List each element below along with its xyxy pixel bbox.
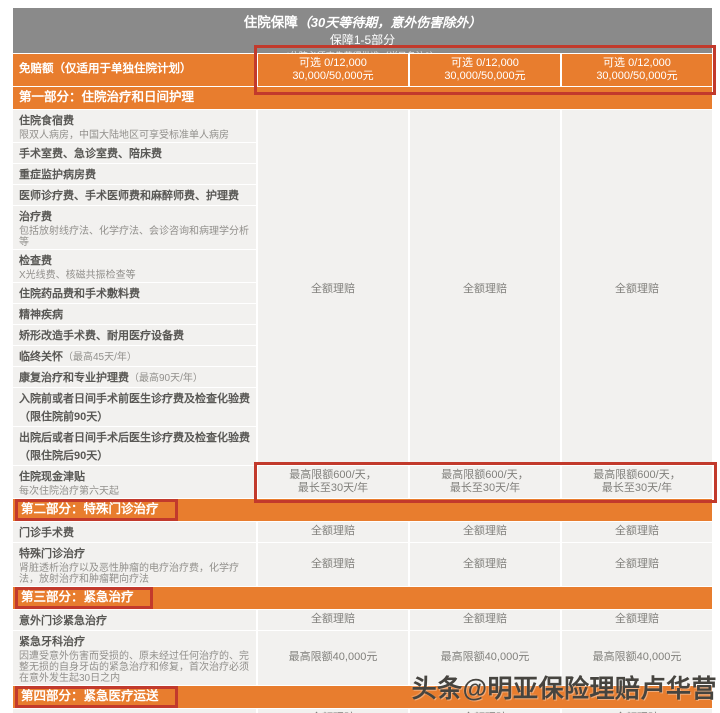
benefit-value-cell: 全额理赔 <box>562 610 712 630</box>
benefit-label: 治疗费 <box>19 211 52 223</box>
benefit-label: 住院现金津贴 <box>19 471 85 483</box>
section-header-row: 第二部分：特殊门诊治疗 <box>13 499 712 521</box>
benefit-label: 矫形改造手术费、耐用医疗设备费 <box>19 330 184 342</box>
benefit-value-cell: 全额理赔 <box>258 522 408 542</box>
benefit-label: 住院药品费和手术敷料费 <box>19 288 140 300</box>
benefit-value-cell: 最高限额40,000元 <box>410 631 560 685</box>
benefit-label: 手术室费、急诊室费、陪床费 <box>19 148 162 160</box>
benefit-label-cell: 临终关怀（最高45天/年） <box>13 346 256 366</box>
benefit-value-cell: 最高限额600/天， 最长至30天/年 <box>562 466 712 498</box>
benefit-label-cell: 入院前或者日间手术前医生诊疗费及检查化验费（限住院前90天） <box>13 388 256 426</box>
benefit-value-cell: 全额理赔 <box>410 522 560 542</box>
benefit-value-cell: 全额理赔 <box>562 522 712 542</box>
section-header-label: 第四部分：紧急医疗运送 <box>15 686 178 708</box>
benefit-label-cell: 免赔额（仅适用于单独住院计划） <box>13 54 256 86</box>
table-row: 特殊门诊治疗肾脏透析治疗以及恶性肿瘤的电疗治疗费，化学疗法，放射治疗和肿瘤靶向疗… <box>13 543 712 586</box>
benefit-sublabel: 限双人病房，中国大陆地区可享受标准单人病房 <box>19 130 229 141</box>
benefit-label-cell: 检查费 X光线费、核磁共振检查等 <box>13 250 256 282</box>
benefit-value-cell: 可选 0/12,000 30,000/50,000元 <box>562 54 712 86</box>
table-footnote: *住院必须事先获得批准（详见备注3） <box>13 51 712 53</box>
benefit-label: 检查费 <box>19 255 52 267</box>
benefit-label: 临终关怀 <box>19 351 63 363</box>
benefit-label: 门诊手术费 <box>19 527 74 539</box>
table-row: 紧急牙科治疗因遭受意外伤害而受损的、原未经过任何治疗的、完整无损的自身牙齿的紧急… <box>13 631 712 685</box>
benefit-label: 特殊门诊治疗 <box>19 548 85 560</box>
table-row: 住院现金津贴 每次住院治疗第六天起 最高限额600/天， 最长至30天/年 最高限额6… <box>13 462 717 503</box>
benefit-label-cell: 特殊门诊治疗肾脏透析治疗以及恶性肿瘤的电疗治疗费，化学疗法，放射治疗和肿瘤靶向疗… <box>13 543 256 586</box>
benefit-value-cell: 全额理赔 <box>562 543 712 586</box>
benefit-label: 紧急牙科治疗 <box>19 636 85 648</box>
benefit-label-cell: 住院现金津贴每次住院治疗第六天起 <box>13 466 256 498</box>
benefit-value-merged: 全额理赔 <box>562 110 712 465</box>
benefit-value-merged: 全额理赔 <box>410 110 560 465</box>
table-row: 救护车全额理赔全额理赔全额理赔 <box>13 709 712 713</box>
benefit-label-cell: 门诊手术费 <box>13 522 256 542</box>
benefit-sublabel: 因遭受意外伤害而受损的、原未经过任何治疗的、完整无损的自身牙齿的紧急治疗和修复，… <box>19 651 249 684</box>
benefit-label-cell: 住院药品费和手术敷料费 <box>13 283 256 303</box>
benefits-table-rows: 免赔额（仅适用于单独住院计划） 可选 0/12,000 30,000/50,000… <box>13 45 717 713</box>
table-subtitle: 保障1-5部分 <box>329 33 396 47</box>
benefit-label: 医师诊疗费、手术医师费和麻醉师费、护理费 <box>19 190 239 202</box>
benefit-label-cell: 医师诊疗费、手术医师费和麻醉师费、护理费 <box>13 185 256 205</box>
table-header: 住院保障（30天等待期，意外伤害除外） 保障1-5部分 *住院必须事先获得批准（… <box>13 8 712 53</box>
benefit-value-cell: 最高限额40,000元 <box>562 631 712 685</box>
benefit-label: 免赔额（仅适用于单独住院计划） <box>19 63 192 76</box>
benefit-label-cell: 手术室费、急诊室费、陪床费 <box>13 143 256 163</box>
benefit-label-cell: 康复治疗和专业护理费（最高90天/年） <box>13 367 256 387</box>
benefit-sublabel: X光线费、核磁共振检查等 <box>19 270 136 281</box>
benefit-label: 重症监护病房费 <box>19 169 96 181</box>
benefits-table: 住院保障（30天等待期，意外伤害除外） 保障1-5部分 *住院必须事先获得批准（… <box>13 8 717 713</box>
benefit-label-note: （最高45天/年） <box>63 352 137 363</box>
section-header-row: 第四部分：紧急医疗运送 <box>13 686 712 708</box>
benefit-group-values: 全额理赔 全额理赔 全额理赔 <box>258 110 712 465</box>
benefit-value-merged: 全额理赔 <box>258 110 408 465</box>
benefit-sublabel: 肾脏透析治疗以及恶性肿瘤的电疗治疗费，化学疗法，放射治疗和肿瘤靶向疗法 <box>19 563 239 585</box>
section-header-label: 第二部分：特殊门诊治疗 <box>15 499 178 521</box>
watermark-text: 头条@明亚保险理赔卢华营 <box>411 675 717 703</box>
benefit-value-cell: 可选 0/12,000 30,000/50,000元 <box>258 54 408 86</box>
benefit-label-cell: 救护车 <box>13 709 256 713</box>
benefit-value-cell: 全额理赔 <box>410 543 560 586</box>
benefit-value-cell: 最高限额600/天， 最长至30天/年 <box>410 466 560 498</box>
benefit-value-cell: 全额理赔 <box>258 709 408 713</box>
benefit-value-cell: 全额理赔 <box>562 709 712 713</box>
benefit-value-cell: 最高限额40,000元 <box>258 631 408 685</box>
benefit-label-note: （最高90天/年） <box>129 373 203 384</box>
section-header-row: 第三部分：紧急治疗 <box>13 587 712 609</box>
table-title-note: （30天等待期，意外伤害除外） <box>297 15 482 30</box>
benefit-label-cell: 住院食宿费限双人病房，中国大陆地区可享受标准单人病房 <box>13 110 256 142</box>
section-header-label: 第三部分：紧急治疗 <box>15 587 153 609</box>
benefit-value-cell: 全额理赔 <box>258 543 408 586</box>
table-row: 免赔额（仅适用于单独住院计划） 可选 0/12,000 30,000/50,000… <box>13 45 716 95</box>
benefit-label-cell: 精神疾病 <box>13 304 256 324</box>
benefit-sublabel: 包括放射线疗法、化学疗法、会诊咨询和病理学分析等 <box>19 226 249 248</box>
section-header-row: 第一部分：住院治疗和日间护理 <box>13 87 712 109</box>
benefit-label-cell: 治疗费包括放射线疗法、化学疗法、会诊咨询和病理学分析等 <box>13 206 256 249</box>
table-title: 住院保障 <box>243 15 298 30</box>
section-header-label: 第一部分：住院治疗和日间护理 <box>19 90 195 104</box>
benefit-value-cell: 最高限额600/天， 最长至30天/年 <box>258 466 408 498</box>
benefit-label-cell: 意外门诊紧急治疗 <box>13 610 256 630</box>
table-row: 意外门诊紧急治疗 全额理赔 全额理赔 全额理赔 <box>13 610 712 630</box>
table-row: 门诊手术费 全额理赔 全额理赔 全额理赔 <box>13 522 712 542</box>
benefit-label: 意外门诊紧急治疗 <box>19 615 107 627</box>
benefit-group-row: 住院食宿费限双人病房，中国大陆地区可享受标准单人病房 手术室费、急诊室费、陪床费重… <box>13 110 712 465</box>
benefit-label: 康复治疗和专业护理费 <box>19 372 129 384</box>
benefit-label-cell: 紧急牙科治疗因遭受意外伤害而受损的、原未经过任何治疗的、完整无损的自身牙齿的紧急… <box>13 631 256 685</box>
benefit-group-labels: 住院食宿费限双人病房，中国大陆地区可享受标准单人病房 手术室费、急诊室费、陪床费重… <box>13 110 256 465</box>
benefit-value-cell: 全额理赔 <box>410 709 560 713</box>
benefit-label-cell: 出院后或者日间手术后医生诊疗费及检查化验费（限住院后90天） <box>13 427 256 465</box>
benefit-label-cell: 重症监护病房费 <box>13 164 256 184</box>
benefit-sublabel: 每次住院治疗第六天起 <box>19 486 119 497</box>
benefit-value-cell: 全额理赔 <box>410 610 560 630</box>
benefit-label: 住院食宿费 <box>19 115 74 127</box>
benefit-label-cell: 矫形改造手术费、耐用医疗设备费 <box>13 325 256 345</box>
benefit-value-cell: 全额理赔 <box>258 610 408 630</box>
benefit-label: 精神疾病 <box>19 309 63 321</box>
benefit-label: 入院前或者日间手术前医生诊疗费及检查化验费（限住院前90天） <box>19 393 250 423</box>
benefit-label: 出院后或者日间手术后医生诊疗费及检查化验费（限住院后90天） <box>19 432 250 462</box>
benefit-value-cell: 可选 0/12,000 30,000/50,000元 <box>410 54 560 86</box>
